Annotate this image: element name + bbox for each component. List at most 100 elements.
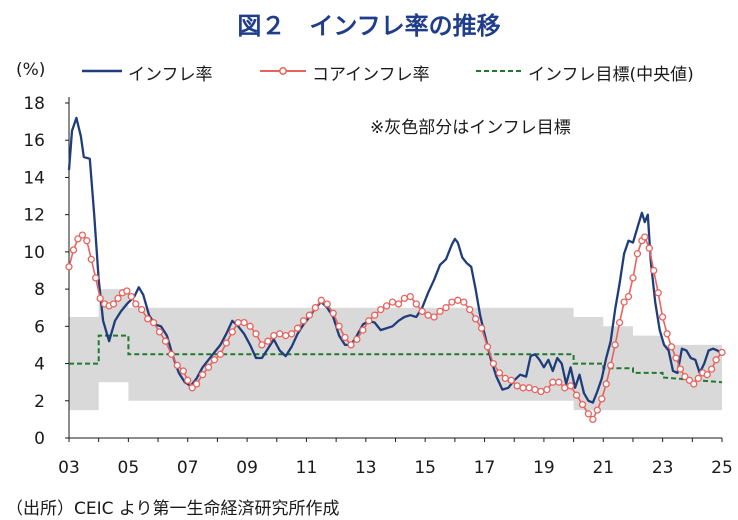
core-inflation-point bbox=[264, 337, 272, 345]
core-inflation-point bbox=[311, 304, 320, 312]
core-inflation-point bbox=[394, 300, 403, 308]
core-inflation-point bbox=[501, 374, 509, 383]
core-inflation-point bbox=[654, 289, 662, 297]
core-inflation-point bbox=[252, 330, 260, 338]
core-inflation-point bbox=[204, 363, 213, 371]
x-tick-label: 21 bbox=[592, 458, 614, 478]
x-tick-label: 19 bbox=[533, 458, 555, 478]
core-inflation-point bbox=[561, 384, 569, 392]
core-inflation-point bbox=[460, 298, 468, 306]
core-inflation-point bbox=[602, 380, 610, 388]
core-inflation-point bbox=[353, 335, 361, 344]
core-inflation-point bbox=[74, 235, 82, 243]
core-inflation-point bbox=[155, 328, 164, 336]
core-inflation-point bbox=[681, 372, 689, 381]
core-inflation-point bbox=[663, 330, 671, 338]
core-inflation-point bbox=[712, 356, 720, 364]
core-inflation-point bbox=[347, 341, 355, 349]
core-inflation-point bbox=[138, 305, 146, 314]
chart-legend: (%) インフレ率 コアインフレ率 インフレ目標(中央値) bbox=[0, 58, 738, 85]
core-inflation-point bbox=[329, 309, 337, 317]
core-inflation-point bbox=[572, 391, 581, 399]
core-inflation-point bbox=[645, 244, 653, 252]
core-inflation-point bbox=[466, 305, 474, 314]
core-inflation-point bbox=[641, 233, 649, 241]
core-inflation-point bbox=[667, 343, 676, 351]
core-inflation-point bbox=[430, 313, 438, 321]
x-tick-label: 05 bbox=[118, 458, 140, 478]
core-inflation-point bbox=[149, 318, 158, 327]
core-inflation-point bbox=[258, 341, 266, 349]
core-inflation-point bbox=[454, 296, 462, 304]
core-inflation-point bbox=[293, 324, 302, 332]
core-inflation-point bbox=[537, 387, 545, 396]
core-inflation-point bbox=[167, 350, 176, 358]
core-inflation-point bbox=[198, 371, 207, 379]
core-inflation-point bbox=[123, 287, 131, 295]
core-inflation-point bbox=[593, 406, 601, 414]
core-inflation-point bbox=[305, 311, 314, 319]
core-inflation-point bbox=[287, 330, 296, 338]
y-tick-label: 0 bbox=[34, 429, 45, 449]
chart-title: 図２ インフレ率の推移 bbox=[237, 12, 501, 40]
core-inflation-point bbox=[543, 385, 551, 394]
y-tick-label: 14 bbox=[23, 168, 45, 188]
y-tick-label: 18 bbox=[23, 94, 45, 114]
x-tick-label: 11 bbox=[296, 458, 318, 478]
core-inflation-point bbox=[317, 296, 325, 304]
core-inflation-point bbox=[650, 266, 658, 275]
y-tick-label: 12 bbox=[23, 206, 45, 226]
core-inflation-point bbox=[69, 246, 78, 254]
core-inflation-point bbox=[424, 311, 432, 319]
core-inflation-point bbox=[406, 292, 414, 301]
y-tick-label: 10 bbox=[23, 243, 45, 263]
y-tick-label: 2 bbox=[34, 392, 45, 412]
core-inflation-point bbox=[388, 298, 397, 306]
inflation-target-band bbox=[69, 289, 722, 411]
y-axis-unit: (%) bbox=[16, 60, 46, 80]
core-inflation-point bbox=[694, 374, 702, 383]
core-inflation-point bbox=[611, 341, 619, 349]
core-inflation-point bbox=[282, 331, 290, 340]
core-inflation-point bbox=[377, 305, 385, 314]
core-inflation-point bbox=[525, 384, 533, 392]
core-inflation-point bbox=[234, 318, 242, 327]
core-inflation-point bbox=[65, 263, 73, 271]
core-inflation-point bbox=[109, 300, 118, 308]
core-inflation-point bbox=[161, 337, 170, 345]
core-inflation-point bbox=[371, 311, 379, 319]
core-inflation-point bbox=[676, 365, 685, 373]
core-inflation-point bbox=[188, 384, 196, 392]
x-tick-label: 17 bbox=[474, 458, 496, 478]
core-inflation-point bbox=[359, 326, 367, 334]
x-tick-label: 23 bbox=[652, 458, 674, 478]
core-inflation-point bbox=[658, 313, 667, 321]
core-inflation-point bbox=[184, 376, 192, 384]
core-inflation-point bbox=[624, 292, 633, 301]
core-inflation-point bbox=[228, 328, 236, 336]
y-tick-label: 8 bbox=[34, 280, 45, 300]
core-inflation-point bbox=[299, 317, 308, 325]
core-inflation-point bbox=[240, 318, 248, 327]
core-inflation-point bbox=[489, 359, 498, 368]
core-inflation-point bbox=[690, 380, 698, 388]
core-inflation-point bbox=[629, 274, 637, 282]
core-inflation-point bbox=[436, 307, 444, 316]
x-tick-label: 07 bbox=[177, 458, 199, 478]
core-inflation-point bbox=[179, 367, 187, 375]
legend-swatch-core bbox=[260, 67, 306, 75]
core-inflation-point bbox=[615, 318, 624, 327]
core-inflation-point bbox=[87, 255, 95, 263]
core-inflation-point bbox=[144, 315, 152, 323]
y-tick-label: 6 bbox=[34, 317, 45, 337]
core-inflation-point bbox=[507, 376, 515, 384]
core-inflation-point bbox=[418, 307, 426, 316]
core-inflation-point bbox=[114, 294, 122, 303]
core-inflation-point bbox=[92, 274, 100, 282]
core-inflation-point bbox=[513, 382, 521, 390]
core-inflation-point bbox=[365, 317, 373, 325]
core-inflation-point bbox=[598, 395, 606, 403]
core-inflation-point bbox=[412, 300, 420, 308]
core-inflation-point bbox=[633, 250, 642, 258]
core-inflation-point bbox=[382, 302, 391, 310]
